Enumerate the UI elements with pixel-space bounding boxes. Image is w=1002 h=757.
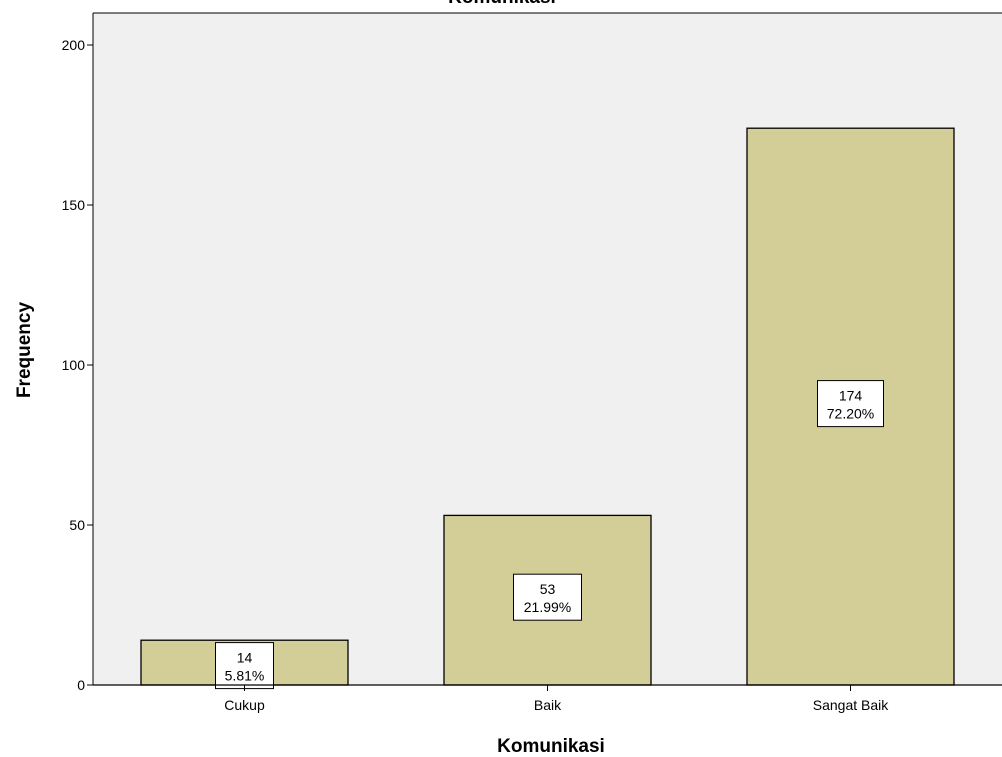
data-label-percent: 5.81% [225,668,265,684]
x-axis: Cukup Baik Sangat Baik [93,684,1002,713]
y-tick-label: 200 [62,37,86,53]
data-label-count: 14 [237,650,253,666]
data-label-count: 53 [540,581,556,597]
data-label: 174 72.20% [817,380,884,428]
data-label-count: 174 [839,388,863,404]
data-label-box [215,642,274,690]
data-label: 14 5.81% [215,642,274,690]
data-label-box [817,380,884,428]
data-label-percent: 72.20% [827,406,874,422]
y-tick-label: 100 [62,357,86,373]
y-axis: 0 50 100 150 200 [62,12,1002,693]
x-tick-label: Baik [534,697,562,713]
chart-title: Komunikasi [448,0,556,8]
bars: 14 5.81% 53 21.99% 174 72.20% [140,127,955,690]
data-label-percent: 21.99% [524,599,571,615]
y-axis-title: Frequency [14,302,35,399]
y-tick-label: 0 [77,677,85,693]
data-label: 53 21.99% [513,573,582,621]
y-tick-label: 150 [62,197,86,213]
x-axis-title: Komunikasi [497,736,605,757]
x-tick-label: Sangat Baik [813,697,889,713]
x-tick-label: Cukup [224,697,265,713]
data-label-box [513,573,582,621]
y-tick-label: 50 [69,517,85,533]
